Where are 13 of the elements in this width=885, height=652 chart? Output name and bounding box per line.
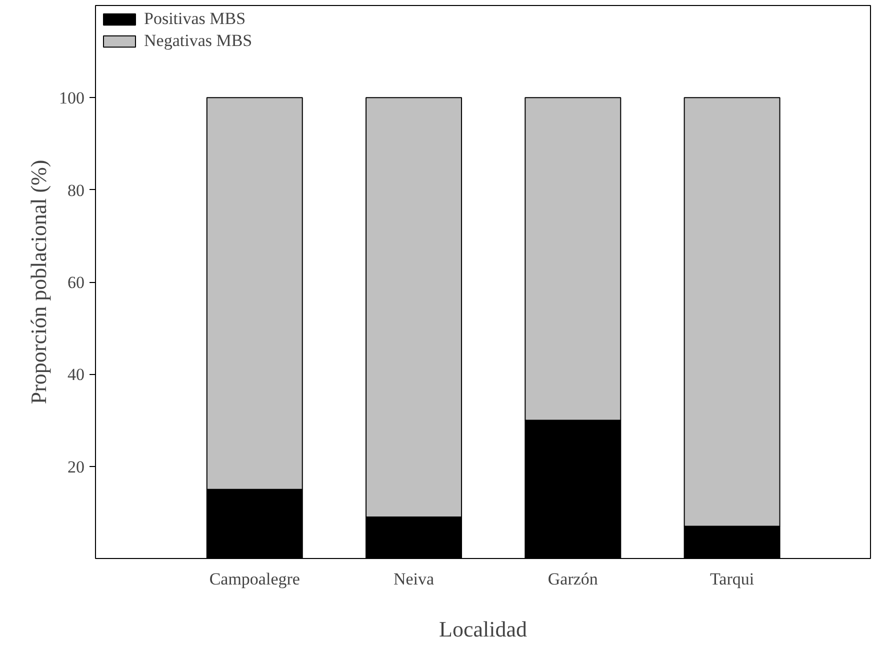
legend-label: Negativas MBS [144,31,252,51]
x-tick-label: Neiva [393,570,435,588]
x-tick-label: Campoalegre [209,570,300,588]
y-tick-label: 100 [59,88,84,108]
y-axis-title: Proporción poblacional (%) [26,160,51,404]
legend-label: Positivas MBS [144,9,246,29]
x-tick-label: Garzón [548,570,598,588]
y-tick-label: 80 [68,180,84,200]
y-tick-label: 20 [68,457,84,476]
x-axis-title: Localidad [439,616,527,642]
x-tick-label: Tarqui [710,570,754,588]
y-tick-label: 40 [68,365,84,384]
y-tick-label: 60 [68,273,84,292]
